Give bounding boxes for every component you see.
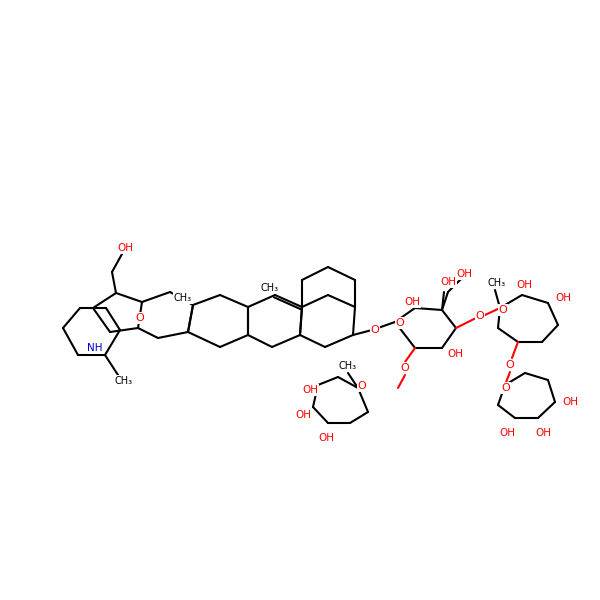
Text: O: O [499,305,508,315]
Text: O: O [371,325,379,335]
Text: O: O [136,313,145,323]
Text: CH₃: CH₃ [339,361,357,371]
Text: O: O [502,383,511,393]
Text: CH₃: CH₃ [174,293,192,303]
Text: O: O [476,311,484,321]
Text: OH: OH [535,428,551,438]
Text: OH: OH [404,297,420,307]
Text: OH: OH [562,397,578,407]
Text: OH: OH [499,428,515,438]
Text: OH: OH [456,269,472,279]
Text: OH: OH [117,243,133,253]
Text: OH: OH [447,349,463,359]
Text: OH: OH [302,385,318,395]
Text: OH: OH [555,293,571,303]
Text: O: O [401,363,409,373]
Text: OH: OH [318,433,334,443]
Text: CH₃: CH₃ [261,283,279,293]
Text: NH: NH [87,343,103,353]
Text: O: O [395,318,404,328]
Text: OH: OH [516,280,532,290]
Text: CH₃: CH₃ [488,278,506,288]
Text: O: O [358,381,367,391]
Text: O: O [506,360,514,370]
Text: CH₃: CH₃ [115,376,133,386]
Text: OH: OH [295,410,311,420]
Text: OH: OH [440,277,456,287]
